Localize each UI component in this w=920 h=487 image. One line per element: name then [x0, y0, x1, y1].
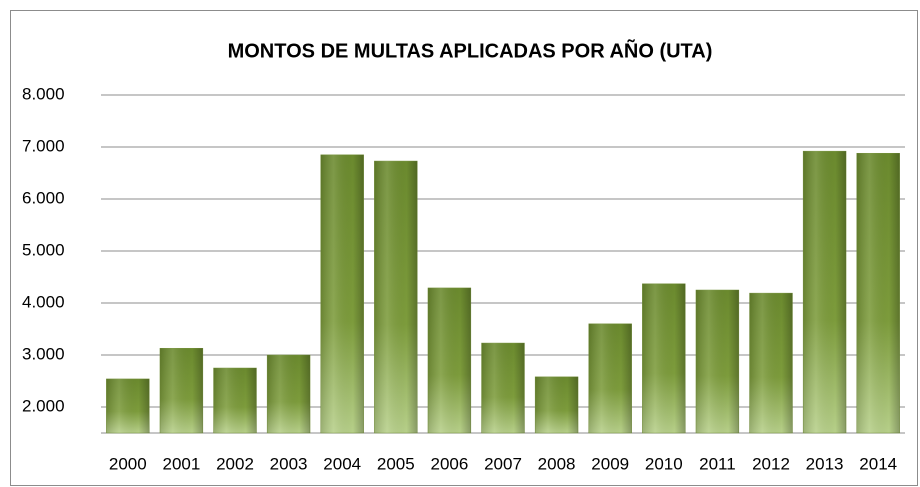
x-tick-label: 2009: [591, 454, 629, 473]
y-tick-label: 2.000: [22, 396, 65, 415]
y-tick-label: 3.000: [22, 344, 65, 363]
x-tick-label: 2013: [806, 454, 844, 473]
bar: [695, 289, 740, 434]
y-tick-label: 4.000: [22, 292, 65, 311]
bar: [802, 150, 847, 434]
x-tick-label: 2006: [430, 454, 468, 473]
x-tick-label: 2010: [645, 454, 683, 473]
bar: [266, 354, 311, 434]
x-tick-label: 2014: [859, 454, 897, 473]
x-tick-label: 2003: [270, 454, 308, 473]
x-tick-label: 2001: [162, 454, 200, 473]
bar: [159, 347, 204, 434]
bar: [106, 378, 150, 434]
y-tick-label: 8.000: [22, 84, 65, 103]
bar: [856, 152, 900, 434]
x-tick-label: 2000: [109, 454, 147, 473]
bar: [534, 376, 579, 434]
x-tick-label: 2002: [216, 454, 254, 473]
bar: [427, 287, 472, 434]
x-tick-label: 2012: [752, 454, 790, 473]
bar: [213, 367, 257, 434]
y-tick-label: 7.000: [22, 136, 65, 155]
bar: [320, 154, 364, 434]
bar: [374, 160, 418, 434]
x-tick-label: 2008: [538, 454, 576, 473]
x-tick-label: 2011: [699, 454, 736, 473]
bar: [588, 323, 632, 434]
bar: [481, 342, 525, 434]
bar: [642, 283, 686, 434]
chart-title: MONTOS DE MULTAS APLICADAS POR AÑO (UTA): [228, 39, 713, 62]
x-tick-label: 2005: [377, 454, 415, 473]
x-tick-label: 2007: [484, 454, 522, 473]
bar: [749, 292, 793, 434]
y-tick-label: 5.000: [22, 240, 65, 259]
x-tick-label: 2004: [323, 454, 361, 473]
y-tick-label: 6.000: [22, 188, 65, 207]
